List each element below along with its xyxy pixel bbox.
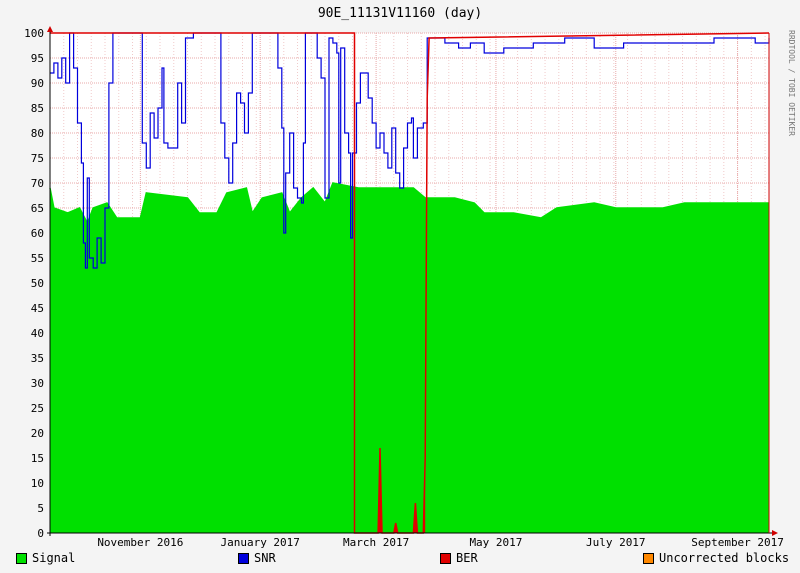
x-tick-label: November 2016 [97, 536, 183, 549]
rrdtool-credit: RRDTOOL / TOBI OETIKER [787, 30, 796, 136]
x-axis-arrow [772, 530, 778, 536]
legend-label: SNR [254, 551, 276, 565]
y-tick-label: 15 [31, 452, 44, 465]
y-tick-label: 45 [31, 302, 44, 315]
legend-swatch [16, 552, 27, 564]
y-tick-label: 35 [31, 352, 44, 365]
y-tick-label: 100 [24, 27, 44, 40]
y-tick-label: 95 [31, 52, 44, 65]
legend-label: Signal [32, 551, 76, 565]
y-tick-label: 25 [31, 402, 44, 415]
x-tick-label: January 2017 [220, 536, 299, 549]
axes [47, 26, 778, 536]
legend-swatch [643, 552, 654, 564]
y-tick-label: 50 [31, 277, 44, 290]
legend-swatch [440, 552, 451, 564]
y-tick-label: 30 [31, 377, 44, 390]
x-tick-label: September 2017 [691, 536, 784, 549]
chart-title: 90E_11131V11160 (day) [318, 6, 482, 21]
y-tick-label: 70 [31, 177, 44, 190]
y-tick-label: 0 [37, 527, 44, 540]
legend-item-uncorrected-blocks: Uncorrected blocks [643, 551, 789, 565]
legend-item-snr: SNR [238, 551, 276, 565]
tick-labels: 0 5 10 15 20 25 30 35 40 45 50 55 60 65 70 75 80 85 90 95 10… [24, 27, 784, 549]
y-axis-arrow [47, 26, 53, 32]
y-tick-label: 5 [37, 502, 44, 515]
y-tick-label: 10 [31, 477, 44, 490]
legend-swatch [238, 552, 249, 564]
y-tick-label: 60 [31, 227, 44, 240]
y-tick-label: 40 [31, 327, 44, 340]
y-tick-label: 85 [31, 102, 44, 115]
x-tick-label: May 2017 [469, 536, 522, 549]
x-tick-label: July 2017 [586, 536, 646, 549]
y-tick-label: 65 [31, 202, 44, 215]
legend: Signal SNR BER Uncorrected blocks [0, 551, 800, 567]
y-tick-label: 20 [31, 427, 44, 440]
series-signal-area [50, 183, 769, 533]
legend-label: BER [456, 551, 478, 565]
x-tick-label: March 2017 [343, 536, 409, 549]
y-tick-label: 55 [31, 252, 44, 265]
y-tick-label: 80 [31, 127, 44, 140]
legend-item-ber: BER [440, 551, 478, 565]
series-layer [49, 32, 770, 534]
y-tick-label: 75 [31, 152, 44, 165]
legend-label: Uncorrected blocks [659, 551, 790, 565]
y-tick-label: 90 [31, 77, 44, 90]
legend-item-signal: Signal [16, 551, 75, 565]
series-snr-line [50, 32, 770, 269]
